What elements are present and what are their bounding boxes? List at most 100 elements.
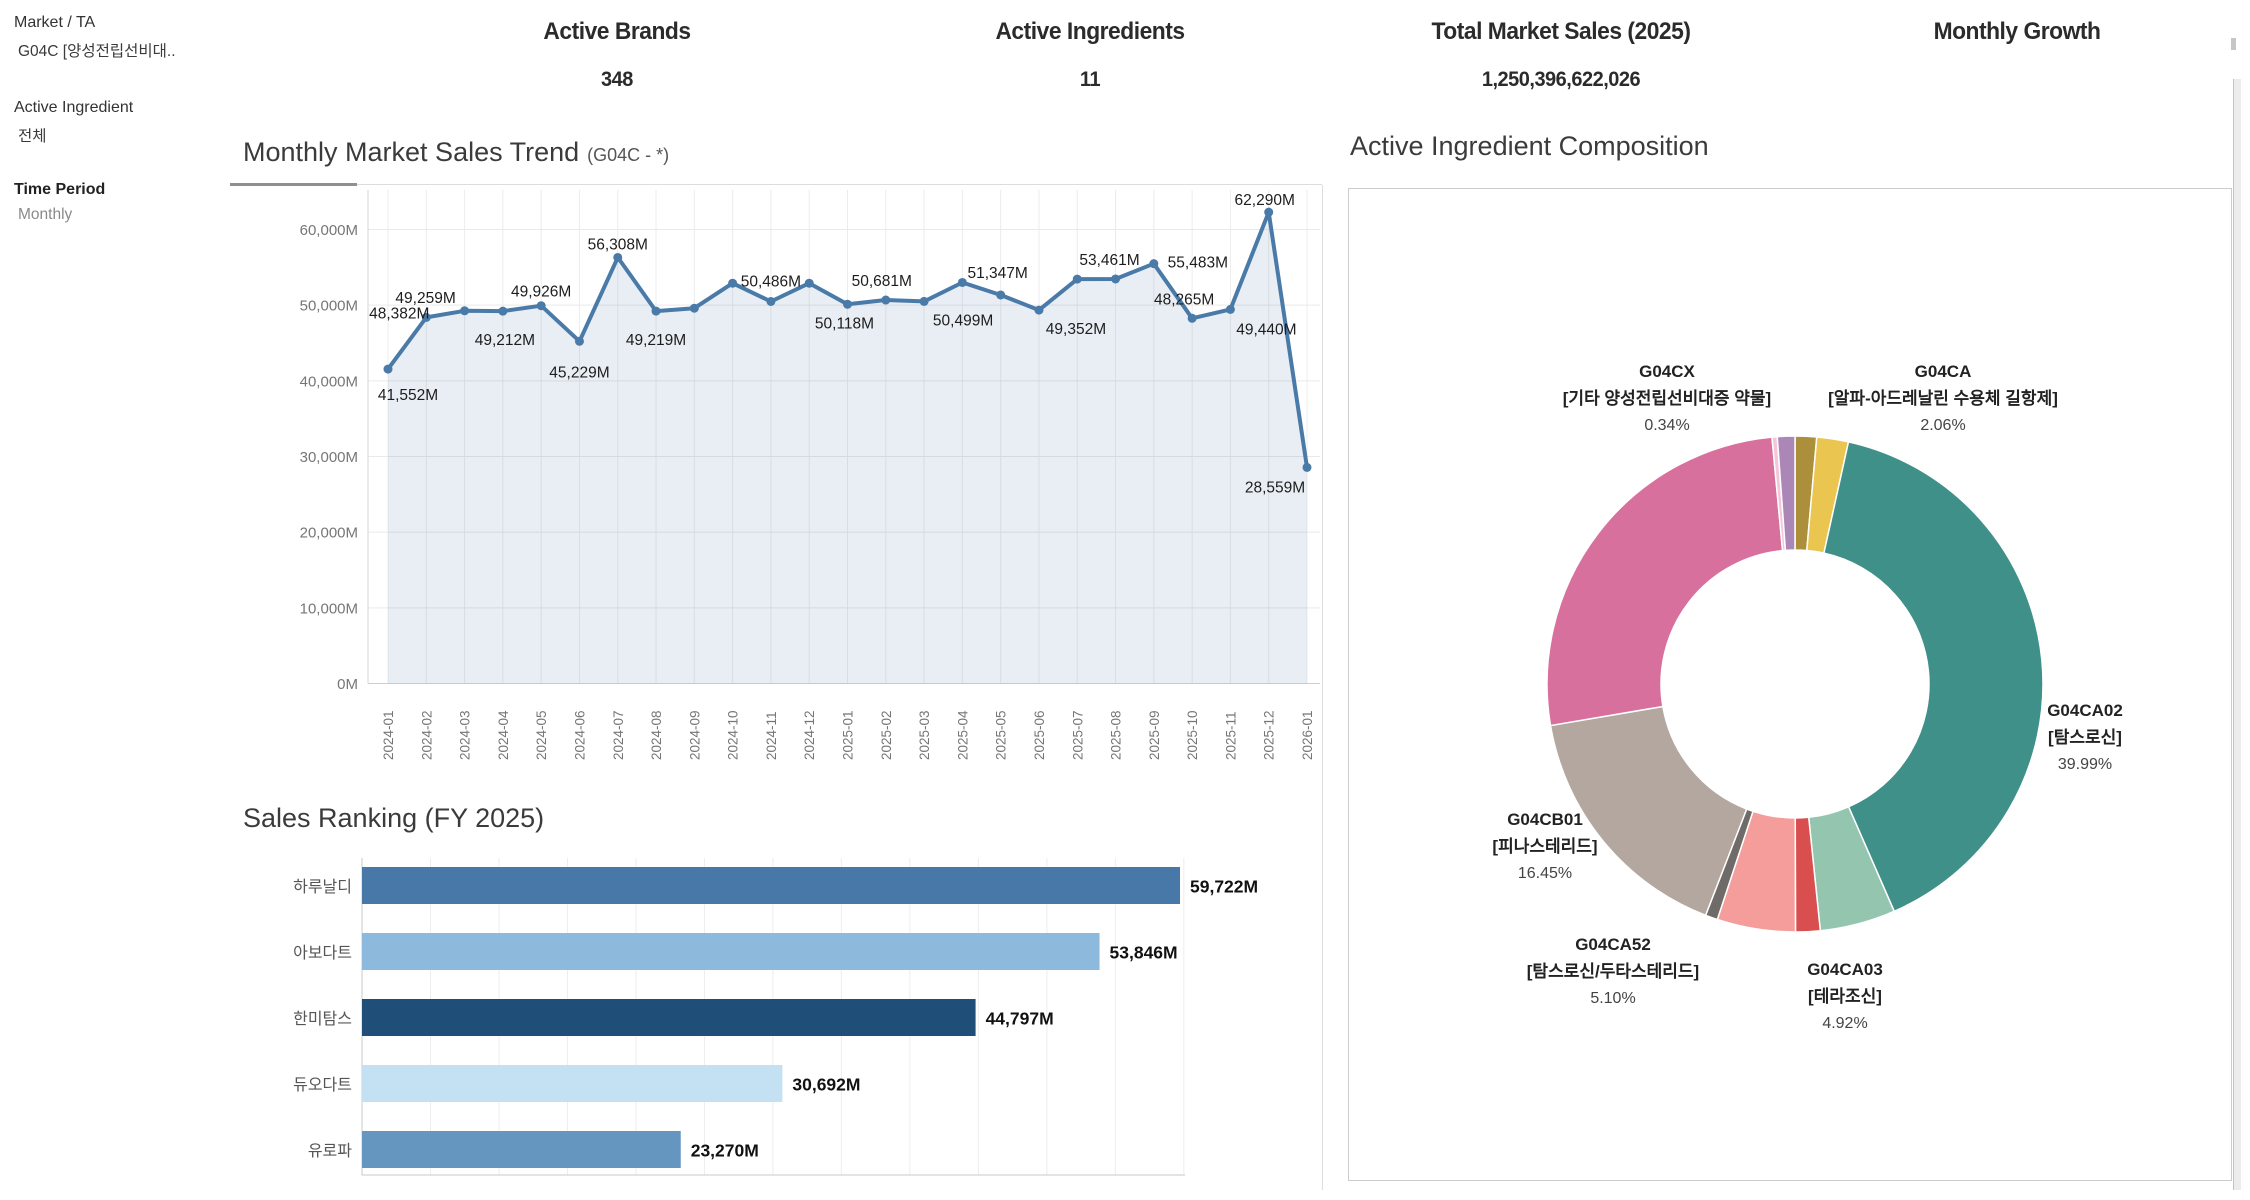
ranking-bar[interactable] — [362, 867, 1181, 904]
donut-slice-other[interactable] — [1546, 436, 1784, 727]
trend-data-point[interactable] — [919, 296, 929, 306]
trend-x-tick: 2025-03 — [917, 710, 932, 760]
trend-data-point[interactable] — [957, 277, 967, 287]
trend-x-tick: 2026-01 — [1300, 710, 1315, 760]
trend-x-tick: 2025-06 — [1032, 710, 1047, 760]
trend-x-tick: 2024-03 — [458, 710, 473, 760]
filter-time-period: Time Period Monthly — [14, 181, 105, 224]
trend-x-tick: 2024-04 — [496, 710, 511, 760]
svg-text:30,000M: 30,000M — [300, 449, 358, 466]
trend-data-point[interactable] — [1264, 207, 1274, 217]
donut-label-g04ca-name: [알파-아드레날린 수용체 길항제] — [1828, 389, 2058, 408]
donut-label-g04cb01-name: [피나스테리드] — [1492, 837, 1598, 856]
trend-data-point[interactable] — [1072, 274, 1082, 284]
trend-x-tick: 2024-10 — [726, 710, 741, 760]
filter-market-value[interactable]: G04C [양성전립선비대.. — [18, 43, 176, 60]
trend-data-point[interactable] — [1111, 274, 1121, 284]
donut-label-g04cx-code: G04CX — [1639, 362, 1695, 381]
trend-data-point[interactable] — [651, 306, 661, 316]
donut-label-g04ca52-code: G04CA52 — [1575, 935, 1651, 954]
composition-panel — [1348, 188, 2232, 1181]
ranking-bar[interactable] — [362, 999, 976, 1036]
donut-label-g04ca52-pct: 5.10% — [1590, 990, 1636, 1007]
donut-slice-g04ca02[interactable] — [1823, 440, 2044, 913]
trend-data-point[interactable] — [574, 336, 584, 346]
filter-market-label: Market / TA — [14, 14, 96, 31]
trend-chart-title: Monthly Market Sales Trend (G04C - *) — [243, 137, 669, 168]
trend-data-point[interactable] — [1034, 305, 1044, 315]
trend-x-tick: 2024-09 — [687, 710, 702, 760]
donut-label-g04ca02-code: G04CA02 — [2047, 701, 2123, 720]
trend-data-point[interactable] — [536, 301, 546, 311]
donut-label-g04ca03: G04CA03 [테라조신] 4.92% — [1725, 956, 1965, 1037]
trend-data-point[interactable] — [1187, 313, 1197, 323]
kpi-monthly-growth: Monthly Growth — [1797, 18, 2237, 68]
donut-label-g04cb01-pct: 16.45% — [1517, 865, 1573, 882]
donut-slice-other[interactable] — [1776, 435, 1796, 552]
trend-title-underline-accent — [230, 183, 357, 186]
scrollbar-thumb[interactable] — [2231, 38, 2236, 50]
trend-data-label: 48,265M — [1154, 291, 1214, 308]
trend-data-point[interactable] — [1302, 462, 1312, 472]
scrollbar-track[interactable] — [2233, 79, 2241, 1190]
trend-data-point[interactable] — [881, 295, 891, 305]
donut-label-g04ca03-pct: 4.92% — [1822, 1015, 1868, 1032]
trend-chart-title-text: Monthly Market Sales Trend — [243, 137, 580, 167]
donut-label-g04cx-name: [기타 양성전립선비대증 약물] — [1562, 389, 1772, 408]
trend-data-label: 50,681M — [852, 273, 912, 290]
trend-data-point[interactable] — [498, 306, 508, 316]
trend-data-label: 48,382M — [369, 305, 429, 322]
trend-x-tick: 2025-12 — [1262, 710, 1277, 760]
ranking-chart-title: Sales Ranking (FY 2025) — [243, 803, 544, 834]
donut-label-g04ca: G04CA [알파-아드레날린 수용체 길항제] 2.06% — [1783, 358, 2103, 439]
donut-label-g04ca52-name: [탐스로신/두타스테리드] — [1526, 962, 1700, 981]
trend-x-tick: 2024-07 — [611, 710, 626, 760]
trend-data-point[interactable] — [1149, 259, 1159, 269]
filter-ingredient-value[interactable]: 전체 — [18, 128, 47, 145]
trend-x-tick: 2024-11 — [764, 711, 779, 760]
composition-chart-title: Active Ingredient Composition — [1350, 131, 1709, 162]
trend-data-label: 28,559M — [1245, 479, 1305, 496]
trend-data-point[interactable] — [421, 312, 431, 322]
trend-x-tick: 2025-10 — [1185, 710, 1200, 760]
trend-data-point[interactable] — [613, 252, 623, 262]
ranking-value-label: 59,722M — [1190, 877, 1258, 897]
kpi-active-brands: Active Brands 348 — [397, 18, 837, 92]
svg-text:40,000M: 40,000M — [300, 373, 358, 390]
trend-data-point[interactable] — [804, 278, 814, 288]
ranking-category-label: 듀오다트 — [293, 1076, 352, 1094]
left-panel-border — [1322, 185, 1323, 1190]
ranking-value-label: 23,270M — [691, 1141, 759, 1161]
donut-label-g04cb01-code: G04CB01 — [1507, 810, 1583, 829]
svg-text:20,000M: 20,000M — [300, 525, 358, 542]
trend-x-tick: 2024-12 — [802, 710, 817, 760]
trend-data-label: 50,118M — [815, 315, 874, 332]
trend-x-tick: 2025-08 — [1109, 710, 1124, 760]
ranking-bar-chart: 하루날디 59,722M 아보다트 53,846M 한미탐스 44,797M 듀오다트 30,… — [293, 858, 1258, 1176]
trend-data-label: 49,212M — [475, 332, 535, 349]
trend-x-tick: 2025-01 — [841, 710, 856, 760]
trend-data-point[interactable] — [689, 303, 699, 313]
trend-x-tick: 2025-05 — [994, 710, 1009, 760]
trend-data-point[interactable] — [843, 299, 853, 309]
kpi-total-market-sales: Total Market Sales (2025) 1,250,396,622,… — [1341, 18, 1781, 92]
kpi-active-brands-value: 348 — [601, 68, 633, 91]
ranking-bar[interactable] — [362, 933, 1100, 970]
trend-data-point[interactable] — [766, 296, 776, 306]
trend-data-point[interactable] — [383, 364, 393, 374]
kpi-active-ingredients-value: 11 — [1079, 68, 1101, 91]
trend-x-tick: 2025-09 — [1147, 710, 1162, 760]
trend-line-chart: 0M 10,000M 20,000M 30,000M 40,000M 50,000M 60,… — [300, 190, 1320, 760]
donut-slice-g04cb01[interactable] — [1549, 705, 1748, 917]
trend-data-label: 49,926M — [511, 284, 571, 301]
ranking-bar[interactable] — [362, 1131, 681, 1168]
trend-x-tick: 2025-02 — [879, 710, 894, 760]
ranking-bar[interactable] — [362, 1065, 783, 1102]
trend-data-label: 49,219M — [626, 332, 686, 349]
trend-data-point[interactable] — [728, 278, 738, 288]
trend-data-point[interactable] — [996, 290, 1006, 300]
trend-data-point[interactable] — [460, 306, 470, 316]
filter-period-value[interactable]: Monthly — [18, 206, 73, 223]
trend-data-point[interactable] — [1225, 304, 1235, 314]
donut-label-g04ca52: G04CA52 [탐스로신/두타스테리드] 5.10% — [1453, 931, 1773, 1012]
